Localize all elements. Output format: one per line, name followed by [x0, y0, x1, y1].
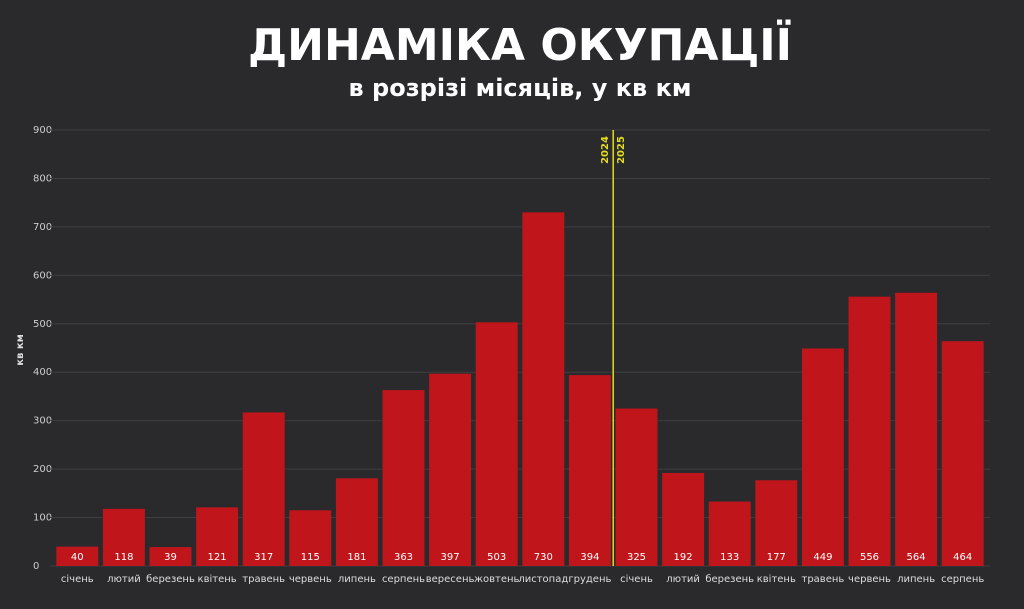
- bar: [708, 501, 751, 566]
- x-tick-label: квітень: [198, 573, 237, 585]
- y-tick-label: 600: [33, 270, 52, 281]
- x-tick-label: лютий: [666, 574, 700, 585]
- bar: [56, 546, 99, 566]
- chart-title: ДИНАМІКА ОКУПАЦІЇ: [248, 18, 792, 71]
- x-tick-label: травень: [802, 574, 845, 585]
- bar: [475, 322, 518, 566]
- value-label: 449: [813, 552, 832, 563]
- x-tick-label: січень: [61, 573, 94, 585]
- bar: [196, 507, 239, 566]
- y-tick-label: 800: [33, 173, 52, 184]
- bar: [149, 547, 192, 566]
- y-tick-label: 500: [33, 319, 52, 330]
- x-tick-label: жовтень: [474, 574, 520, 585]
- x-tick-label: серпень: [382, 574, 425, 585]
- x-tick-label: червень: [289, 574, 332, 585]
- chart-subtitle: в розрізі місяців, у кв км: [349, 74, 692, 102]
- bar: [941, 341, 984, 566]
- value-label: 317: [254, 552, 273, 563]
- x-tick-label: червень: [848, 574, 891, 585]
- x-tick-label: лютий: [107, 574, 141, 585]
- x-tick-label: грудень: [568, 574, 611, 585]
- value-label: 556: [860, 552, 879, 563]
- y-tick-label: 400: [33, 367, 52, 378]
- value-label: 40: [71, 552, 84, 563]
- y-tick-label: 200: [33, 464, 52, 475]
- x-tick-label: травень: [242, 574, 285, 585]
- bar: [568, 375, 611, 566]
- value-label: 397: [441, 552, 460, 563]
- value-label: 363: [394, 552, 413, 563]
- value-label: 730: [534, 552, 553, 563]
- value-label: 115: [301, 552, 320, 563]
- x-tick-label: вересень: [426, 574, 475, 585]
- y-tick-label: 700: [33, 222, 52, 233]
- bar: [242, 412, 285, 566]
- bar: [522, 212, 565, 566]
- y-tick-label: 900: [33, 125, 52, 136]
- x-tick-label: січень: [620, 573, 653, 585]
- x-tick-label: листопад: [518, 574, 568, 585]
- value-label: 177: [767, 552, 786, 563]
- value-label: 39: [164, 552, 177, 563]
- value-label: 118: [114, 552, 133, 563]
- bar: [755, 480, 798, 566]
- x-tick-label: липень: [897, 574, 935, 585]
- bar: [895, 292, 938, 566]
- bar: [289, 510, 332, 566]
- x-tick-label: березень: [705, 574, 754, 585]
- x-tick-label: березень: [146, 574, 195, 585]
- value-label: 133: [720, 552, 739, 563]
- bar: [615, 408, 658, 566]
- value-label: 394: [580, 552, 599, 563]
- value-label: 464: [953, 552, 972, 563]
- value-label: 503: [487, 552, 506, 563]
- x-tick-label: липень: [338, 574, 376, 585]
- value-label: 192: [674, 552, 693, 563]
- bar: [335, 478, 378, 566]
- bar: [102, 508, 145, 566]
- y-tick-label: 100: [33, 513, 52, 524]
- bar: [801, 348, 844, 566]
- year-label: 2025: [616, 136, 627, 164]
- x-tick-label: серпень: [941, 574, 984, 585]
- y-axis-label: кв км: [15, 334, 26, 366]
- value-label: 181: [347, 552, 366, 563]
- bar: [662, 472, 705, 566]
- x-tick-label: квітень: [757, 573, 796, 585]
- bar: [429, 373, 472, 566]
- value-label: 325: [627, 552, 646, 563]
- value-label: 564: [907, 552, 926, 563]
- year-label: 2024: [600, 136, 611, 164]
- y-tick-label: 0: [33, 561, 39, 572]
- value-label: 121: [208, 552, 227, 563]
- bar: [382, 390, 425, 566]
- y-tick-label: 300: [33, 416, 52, 427]
- bar: [848, 296, 891, 566]
